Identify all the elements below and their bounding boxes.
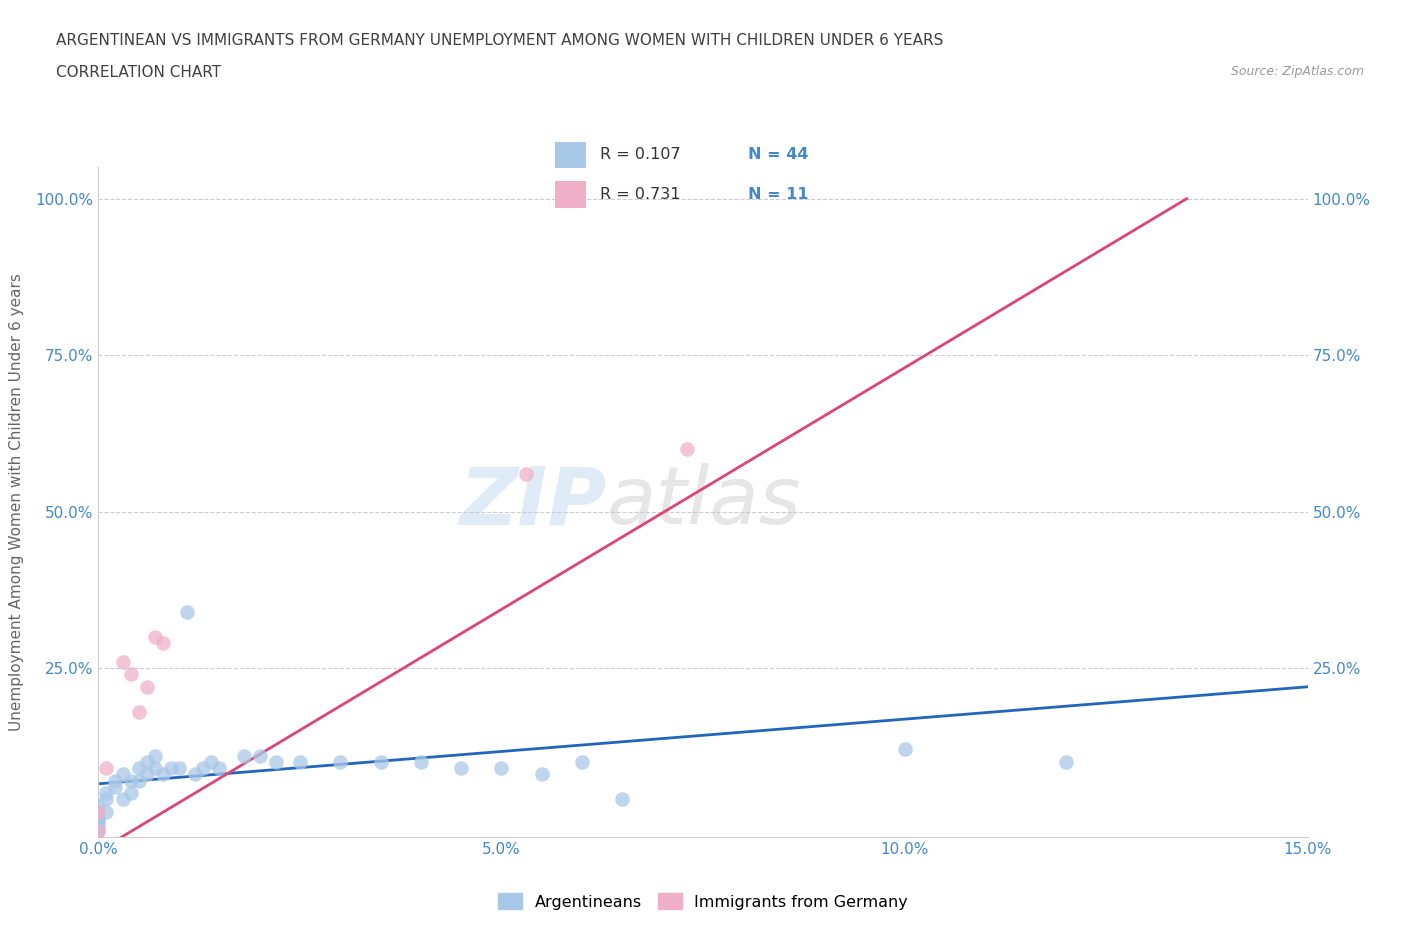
Point — [676, 442, 699, 457]
Point — [135, 680, 157, 695]
Point — [96, 786, 118, 801]
Point — [87, 823, 110, 838]
Point — [167, 761, 190, 776]
Y-axis label: Unemployment Among Women with Children Under 6 years: Unemployment Among Women with Children U… — [10, 273, 24, 731]
Point — [120, 773, 142, 788]
Point — [128, 761, 150, 776]
Point — [200, 754, 222, 769]
Point — [128, 773, 150, 788]
Point — [96, 804, 118, 819]
Legend: Argentineans, Immigrants from Germany: Argentineans, Immigrants from Germany — [492, 886, 914, 916]
FancyBboxPatch shape — [555, 181, 586, 208]
Point — [264, 754, 287, 769]
Point — [87, 811, 110, 826]
Text: R = 0.731: R = 0.731 — [600, 187, 681, 202]
Point — [193, 761, 215, 776]
Point — [208, 761, 231, 776]
Point — [111, 767, 134, 782]
Point — [120, 667, 142, 682]
Text: ARGENTINEAN VS IMMIGRANTS FROM GERMANY UNEMPLOYMENT AMONG WOMEN WITH CHILDREN UN: ARGENTINEAN VS IMMIGRANTS FROM GERMANY U… — [56, 33, 943, 47]
Point — [128, 704, 150, 719]
Point — [530, 767, 553, 782]
Point — [135, 767, 157, 782]
Text: ZIP: ZIP — [458, 463, 606, 541]
Point — [249, 749, 271, 764]
Point — [87, 814, 110, 829]
Text: R = 0.107: R = 0.107 — [600, 148, 681, 163]
Point — [143, 630, 166, 644]
Point — [87, 823, 110, 838]
Text: Source: ZipAtlas.com: Source: ZipAtlas.com — [1230, 65, 1364, 78]
Point — [571, 754, 593, 769]
Point — [152, 635, 174, 650]
Point — [152, 767, 174, 782]
Point — [87, 804, 110, 819]
Point — [87, 798, 110, 813]
FancyBboxPatch shape — [555, 141, 586, 168]
Text: N = 11: N = 11 — [748, 187, 808, 202]
Point — [120, 786, 142, 801]
Text: CORRELATION CHART: CORRELATION CHART — [56, 65, 221, 80]
Point — [103, 779, 125, 794]
Point — [184, 767, 207, 782]
Point — [370, 754, 392, 769]
Point — [1054, 754, 1077, 769]
Point — [893, 742, 915, 757]
Point — [143, 749, 166, 764]
Point — [135, 754, 157, 769]
Point — [232, 749, 254, 764]
Point — [96, 792, 118, 807]
Text: N = 44: N = 44 — [748, 148, 808, 163]
Point — [103, 773, 125, 788]
Point — [409, 754, 432, 769]
Point — [612, 792, 634, 807]
Point — [96, 761, 118, 776]
Point — [450, 761, 472, 776]
Point — [288, 754, 311, 769]
Point — [515, 467, 537, 482]
Point — [329, 754, 352, 769]
Point — [111, 792, 134, 807]
Point — [176, 604, 198, 619]
Point — [87, 817, 110, 832]
Point — [143, 761, 166, 776]
Point — [87, 820, 110, 835]
Point — [491, 761, 513, 776]
Point — [87, 804, 110, 819]
Text: atlas: atlas — [606, 463, 801, 541]
Point — [111, 655, 134, 670]
Point — [160, 761, 183, 776]
